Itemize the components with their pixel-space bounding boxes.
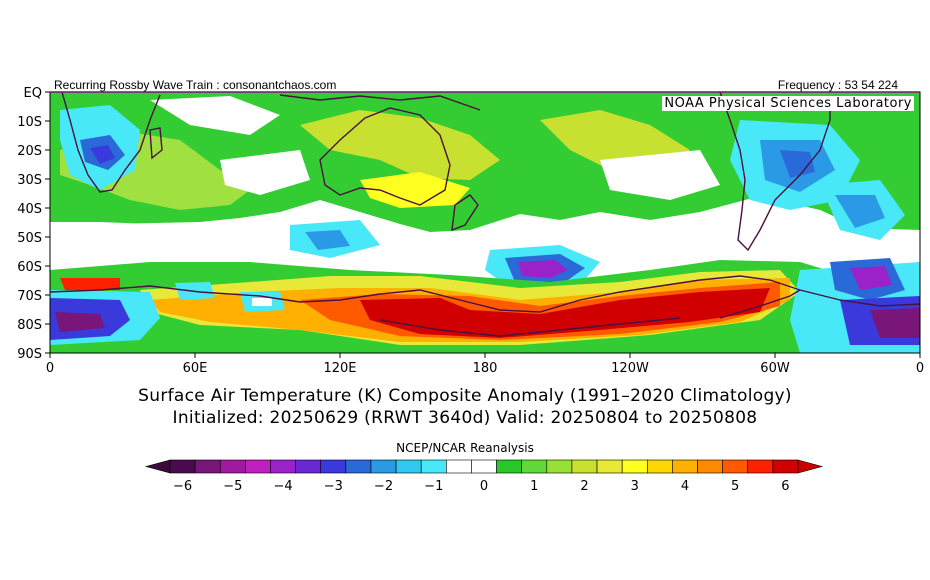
africa-coast bbox=[61, 92, 161, 193]
lat-tick-label: 50S bbox=[17, 231, 42, 246]
colorbar-tick-label: 2 bbox=[580, 479, 588, 494]
colorbar-tick-label: 3 bbox=[631, 479, 639, 494]
colorbar-tick-label: −4 bbox=[273, 479, 292, 494]
colorbar-swatch bbox=[697, 459, 723, 474]
colorbar-tick-label: 6 bbox=[781, 479, 789, 494]
header-right-text: Frequency : 53 54 224 bbox=[777, 78, 898, 92]
colorbar-tick-label: −3 bbox=[324, 479, 343, 494]
colorbar-swatch bbox=[320, 459, 347, 474]
figure-title-line2: Initialized: 20250629 (RRWT 3640d) Valid… bbox=[172, 408, 758, 428]
new-zealand-coast bbox=[451, 194, 479, 232]
colorbar-swatch bbox=[420, 459, 447, 474]
lon-tick-label: 60W bbox=[760, 361, 790, 376]
indonesia-coast bbox=[279, 94, 481, 111]
colorbar-swatch bbox=[270, 459, 296, 474]
lat-tick-label: 20S bbox=[17, 144, 42, 159]
colorbar-swatch bbox=[672, 459, 698, 474]
colorbar-swatch bbox=[446, 459, 472, 474]
lab-label: NOAA Physical Sciences Laboratory bbox=[662, 96, 914, 111]
lon-tick-label: 0 bbox=[46, 361, 54, 376]
map-panel bbox=[50, 92, 920, 353]
colorbar-low-arrow bbox=[144, 459, 171, 474]
colorbar-swatch bbox=[521, 459, 548, 474]
colorbar-swatch bbox=[571, 459, 598, 474]
colorbar-tick-label: −5 bbox=[223, 479, 242, 494]
lon-tick-label: 0 bbox=[916, 361, 924, 376]
colorbar-swatch bbox=[471, 459, 497, 474]
colorbar-swatch bbox=[722, 459, 749, 474]
anomaly-field bbox=[50, 92, 920, 353]
longitude-axis: 0 60E 120E 180 120W 60W 0 bbox=[46, 353, 924, 376]
lon-tick-label: 60E bbox=[183, 361, 208, 376]
lon-tick-label: 120E bbox=[323, 361, 356, 376]
colorbar-swatch bbox=[621, 459, 648, 474]
colorbar-tick-label: 4 bbox=[681, 479, 689, 494]
header-left-text: Recurring Rossby Wave Train : consonantc… bbox=[54, 78, 337, 92]
colorbar-swatch bbox=[747, 459, 774, 474]
colorbar-swatch bbox=[194, 459, 221, 474]
colorbar-tick-label: 0 bbox=[480, 479, 488, 494]
colorbar-tick-label: −2 bbox=[374, 479, 393, 494]
coastlines bbox=[50, 92, 920, 337]
lat-tick-label: 80S bbox=[17, 318, 42, 333]
colorbar-swatch bbox=[546, 459, 573, 474]
lat-tick-label: 60S bbox=[17, 260, 42, 275]
colorbar-swatch bbox=[646, 459, 673, 474]
lat-tick-label: 40S bbox=[17, 202, 42, 217]
lat-tick-label: 70S bbox=[17, 289, 42, 304]
colorbar-tick-label: 1 bbox=[530, 479, 538, 494]
lat-tick-label: 90S bbox=[17, 347, 42, 362]
lon-tick-label: 180 bbox=[473, 361, 498, 376]
colorbar-swatch bbox=[772, 459, 799, 474]
colorbar-swatch bbox=[169, 459, 196, 474]
figure-title-line1: Surface Air Temperature (K) Composite An… bbox=[138, 386, 792, 406]
colorbar-tick-label: −6 bbox=[173, 479, 192, 494]
colorbar-tick-label: 5 bbox=[731, 479, 739, 494]
colorbar-swatch bbox=[395, 459, 422, 474]
lat-tick-label: EQ bbox=[24, 86, 42, 101]
colorbar-swatch bbox=[245, 459, 271, 474]
south-america-coast bbox=[719, 92, 831, 252]
lat-tick-label: 10S bbox=[17, 115, 42, 130]
colorbar-swatch bbox=[345, 459, 372, 474]
lat-tick-label: 30S bbox=[17, 173, 42, 188]
lon-tick-label: 120W bbox=[611, 361, 649, 376]
colorbar-swatch bbox=[219, 459, 246, 474]
colorbar-swatch bbox=[596, 459, 623, 474]
data-source-label: NCEP/NCAR Reanalysis bbox=[396, 441, 534, 455]
antarctica-inner bbox=[379, 317, 681, 337]
colorbar: −6 −5 −4 −3 −2 −1 0 1 2 3 4 5 6 bbox=[144, 459, 824, 494]
colorbar-swatch bbox=[496, 459, 522, 474]
colorbar-tick-label: −1 bbox=[424, 479, 443, 494]
colorbar-swatch bbox=[295, 459, 322, 474]
madagascar-coast bbox=[149, 127, 163, 160]
colorbar-swatch bbox=[370, 459, 397, 474]
colorbar-high-arrow bbox=[797, 459, 824, 474]
latitude-axis: EQ 10S 20S 30S 40S 50S 60S 70S 80S 90S bbox=[17, 86, 50, 362]
antarctica-coast bbox=[50, 275, 920, 313]
australia-coast bbox=[319, 107, 451, 206]
antarctica-peninsula bbox=[719, 289, 801, 319]
